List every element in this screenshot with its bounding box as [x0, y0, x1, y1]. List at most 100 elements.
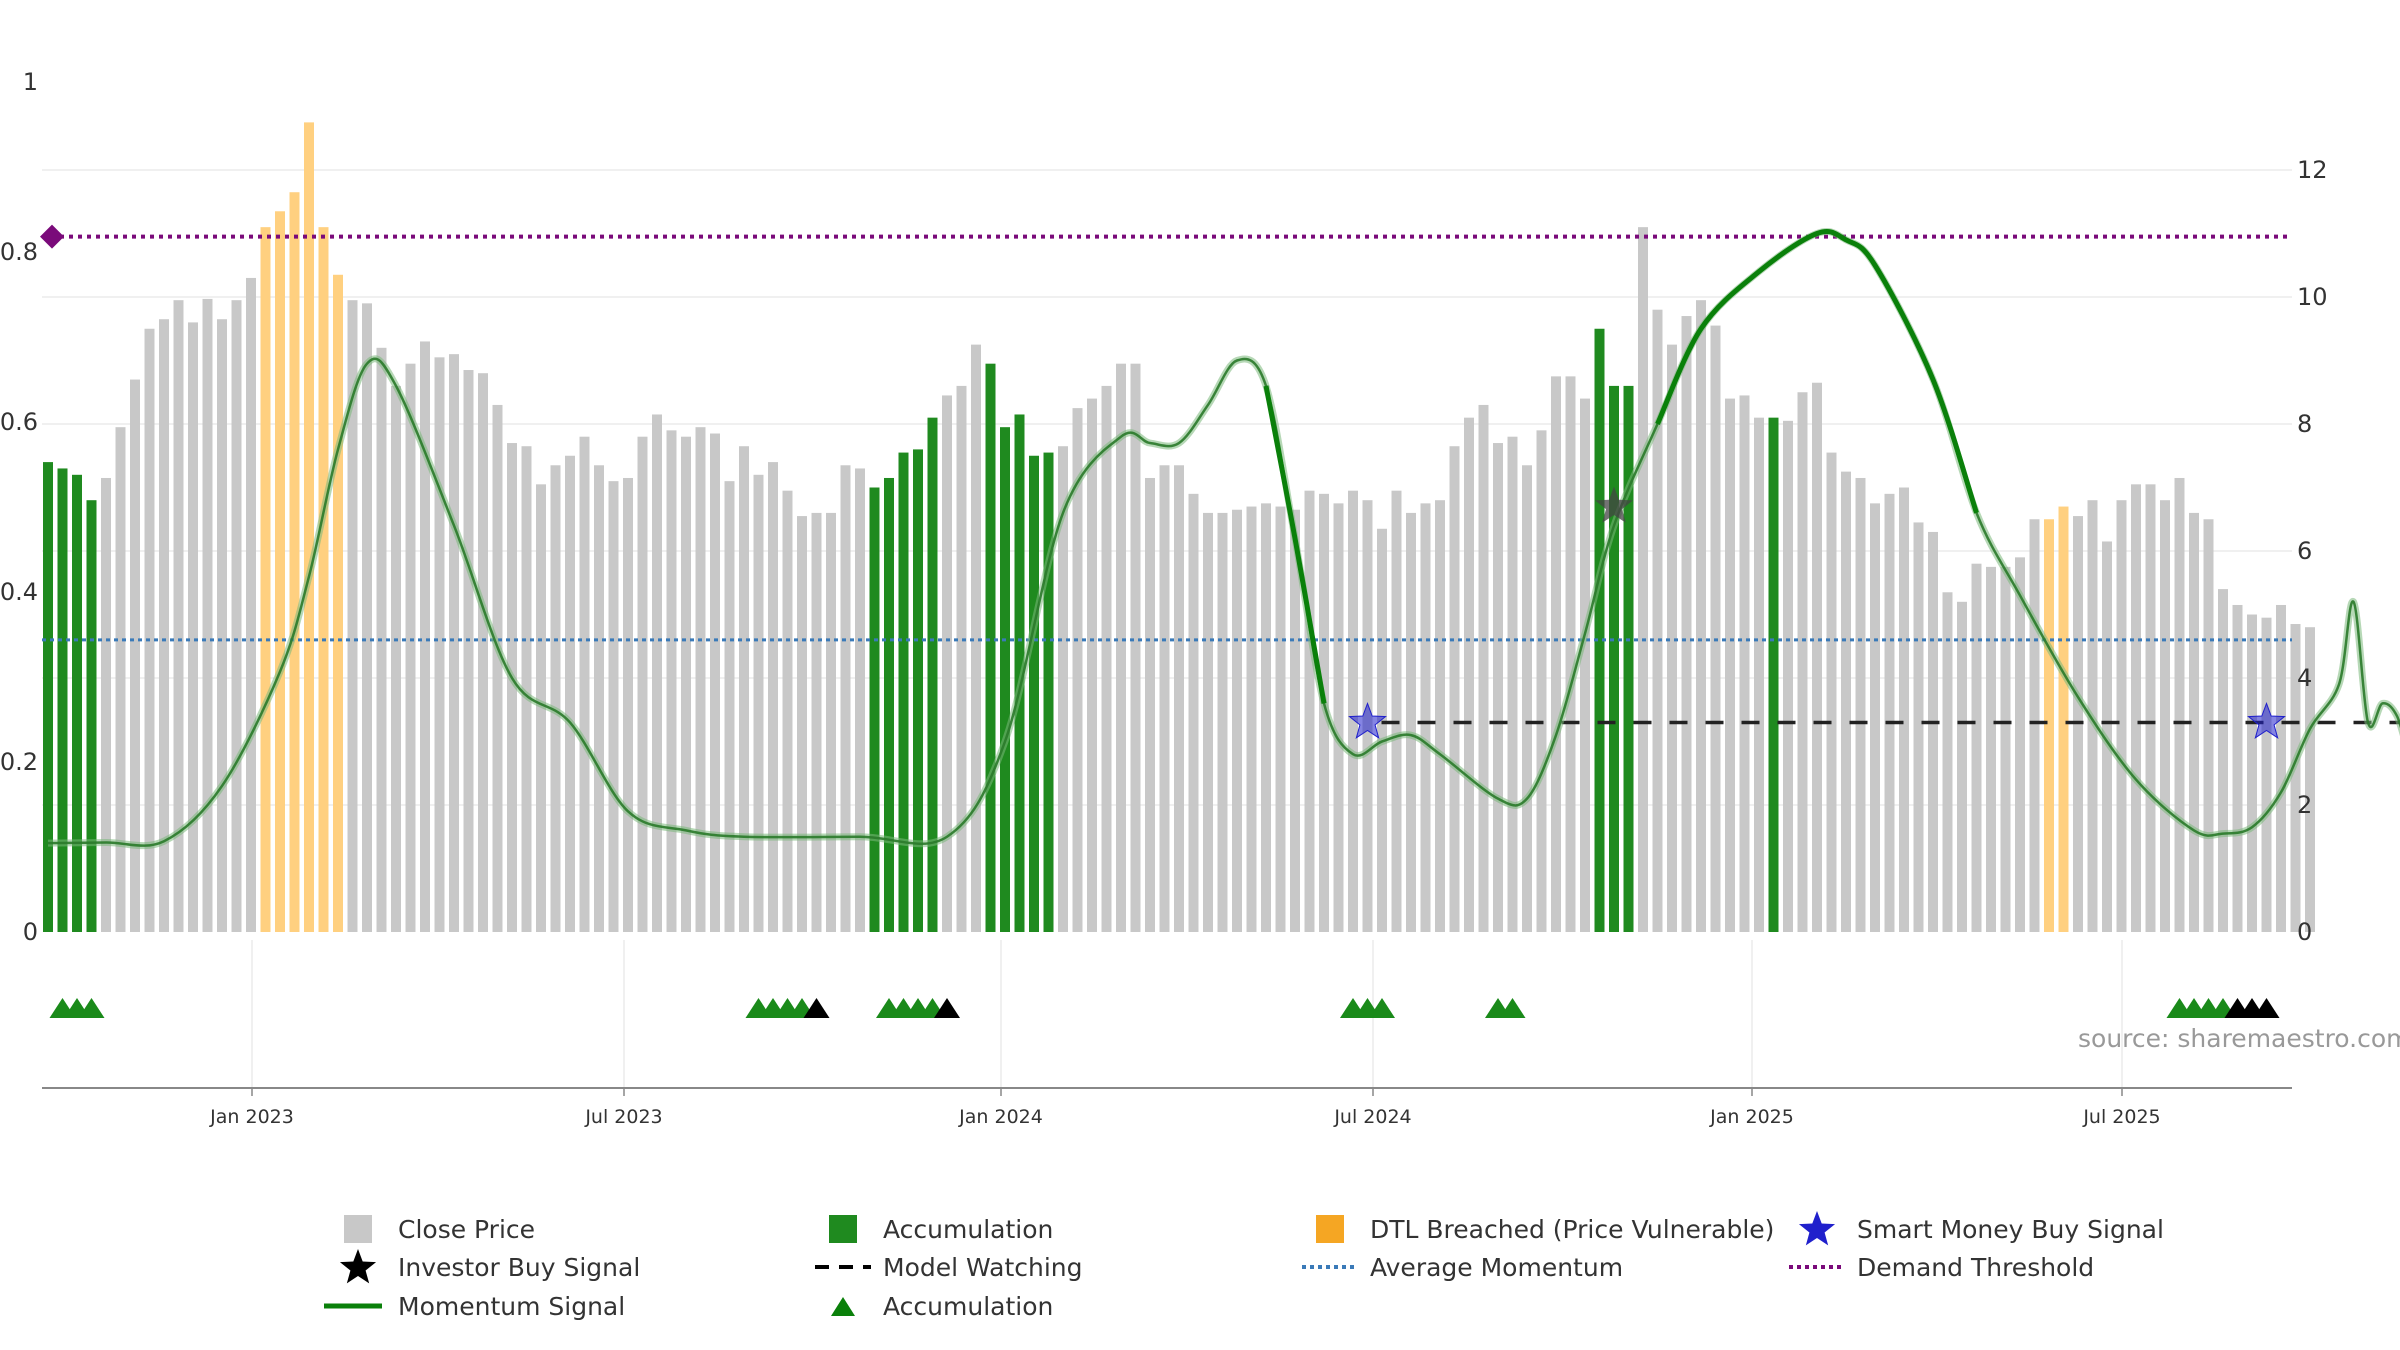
- price-bar: [2160, 500, 2170, 932]
- x-tick-label: Jul 2023: [584, 1106, 662, 1128]
- price-bar: [739, 446, 749, 932]
- price-bar: [1072, 408, 1083, 932]
- price-bar: [2131, 484, 2141, 932]
- price-bar: [1855, 477, 1866, 932]
- price-bar: [115, 427, 126, 932]
- price-bar: [1449, 446, 1460, 932]
- price-bar: [362, 303, 372, 933]
- price-bar: [1333, 503, 1344, 932]
- x-tick-label: Jan 2023: [209, 1106, 294, 1128]
- price-bar: [1957, 601, 1967, 932]
- price-bar: [1406, 512, 1416, 932]
- price-bar: [391, 385, 401, 932]
- price-bar: [840, 465, 851, 932]
- source-label: source: sharemaestro.com: [2078, 1024, 2400, 1053]
- price-bar: [492, 404, 503, 932]
- price-bar: [2261, 617, 2272, 932]
- right-tick-label: 0: [2297, 918, 2312, 946]
- price-bar: [942, 395, 952, 932]
- price-bar: [463, 370, 474, 932]
- dot-purple-icon: [1779, 1248, 1849, 1286]
- price-bar: [1478, 404, 1489, 932]
- price-bar: [666, 430, 677, 932]
- price-bar: [1783, 420, 1793, 932]
- price-bar: [1493, 443, 1503, 932]
- price-bar: [2290, 624, 2301, 932]
- price-bar: [2015, 557, 2025, 932]
- legend-item-investor: Investor Buy Signal: [320, 1248, 640, 1286]
- price-bar: [1594, 328, 1605, 932]
- price-bar: [130, 379, 140, 932]
- price-bar: [1522, 465, 1532, 932]
- right-tick-label: 6: [2297, 537, 2312, 565]
- legend-label: Investor Buy Signal: [398, 1252, 641, 1282]
- price-bar: [1435, 500, 1445, 932]
- price-bar: [231, 300, 242, 932]
- price-bar: [1725, 398, 1735, 933]
- price-bar: [1116, 363, 1126, 932]
- price-bar: [449, 354, 459, 932]
- momentum-signal-strong: [1655, 229, 1979, 514]
- price-bar: [1565, 376, 1576, 932]
- price-bar: [1348, 490, 1358, 932]
- x-tick-label: Jan 2024: [958, 1106, 1043, 1128]
- price-bar: [623, 477, 633, 932]
- triangle-green-icon: [805, 1287, 875, 1325]
- accumulation-triangle-icon: [803, 998, 830, 1018]
- price-bar: [318, 227, 329, 932]
- accumulation-triangle-icon: [1499, 998, 1526, 1018]
- price-bar: [289, 192, 300, 933]
- price-bar: [956, 385, 967, 932]
- price-bar: [1014, 414, 1025, 933]
- price-bar: [72, 474, 82, 932]
- price-bar: [86, 500, 97, 932]
- price-bar: [1638, 227, 1648, 932]
- price-bar: [1681, 316, 1692, 932]
- price-bar: [2145, 484, 2156, 932]
- price-bar: [1507, 436, 1518, 932]
- demand-threshold-marker: [40, 224, 64, 249]
- price-bar: [1174, 465, 1184, 932]
- price-bar: [782, 490, 793, 932]
- price-bar: [695, 427, 706, 932]
- price-bar: [1391, 490, 1402, 932]
- price-bar: [1551, 376, 1561, 932]
- price-bar: [1913, 522, 1924, 932]
- price-bar: [159, 319, 169, 933]
- legend-item-avg-momentum: Average Momentum: [1292, 1248, 1623, 1286]
- price-bar: [1029, 455, 1039, 932]
- price-bar: [550, 465, 561, 932]
- legend-label: Smart Money Buy Signal: [1857, 1214, 2164, 1244]
- signal-lines: [40, 224, 2400, 725]
- accumulation-triangle-icon: [2253, 998, 2280, 1018]
- price-bar: [1710, 325, 1721, 932]
- price-bar: [594, 465, 604, 932]
- price-bar: [304, 122, 314, 932]
- price-bar: [1696, 300, 1706, 932]
- price-bar: [507, 443, 517, 932]
- x-tick-label: Jul 2024: [1333, 1106, 1411, 1128]
- price-bar: [1275, 506, 1286, 932]
- price-bar: [927, 417, 938, 932]
- price-bar: [1899, 487, 1909, 932]
- price-bar: [1159, 465, 1170, 932]
- price-bar: [1623, 385, 1634, 932]
- price-bar: [898, 452, 909, 932]
- price-bar: [1043, 452, 1054, 932]
- price-bar: [2000, 566, 2011, 932]
- price-bar: [1290, 509, 1300, 932]
- price-bar: [2232, 604, 2243, 932]
- price-bar: [1232, 509, 1242, 932]
- line-green-icon: [320, 1287, 390, 1325]
- price-bar: [1652, 309, 1663, 932]
- price-bar: [1739, 395, 1750, 932]
- smart-money-buy-star-icon: [1348, 702, 1387, 739]
- legend-label: Average Momentum: [1370, 1252, 1624, 1282]
- accumulation-triangle-icon: [934, 998, 960, 1018]
- price-bar: [724, 481, 735, 932]
- dot-blue-icon: [1292, 1248, 1362, 1286]
- price-bar: [333, 274, 343, 932]
- price-bar: [1812, 382, 1822, 933]
- x-tick-label: Jan 2025: [1709, 1106, 1794, 1128]
